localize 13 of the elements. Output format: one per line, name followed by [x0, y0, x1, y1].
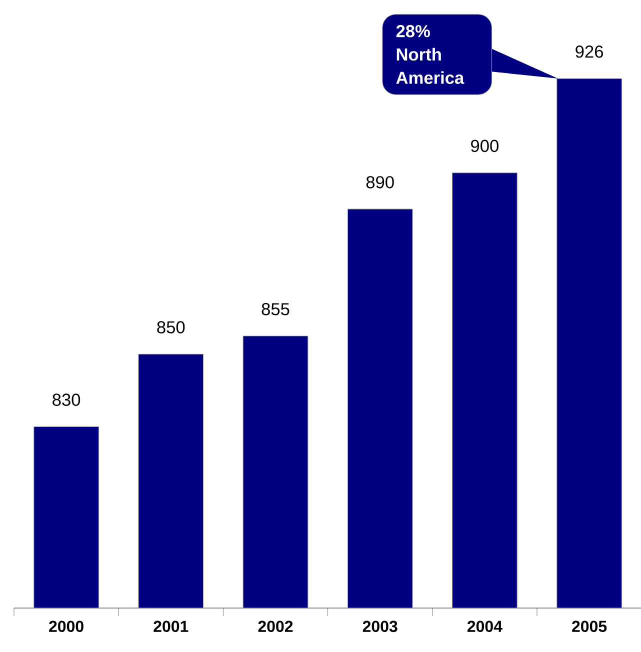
data-label: 830 [52, 394, 80, 406]
x-tick-label: 2003 [362, 620, 398, 632]
x-tick-label: 2001 [154, 620, 188, 632]
data-label: 900 [471, 140, 498, 152]
x-tick-label: 2004 [467, 620, 502, 632]
x-tick-label: 2002 [258, 620, 293, 632]
data-label: 890 [366, 176, 394, 188]
x-tick-label: 2005 [572, 620, 607, 632]
data-label: 850 [157, 321, 185, 334]
annotation: 28% North America [396, 25, 464, 84]
data-label: 926 [576, 46, 603, 58]
x-tick-label: 2000 [49, 620, 84, 632]
data-label: 855 [262, 303, 290, 316]
